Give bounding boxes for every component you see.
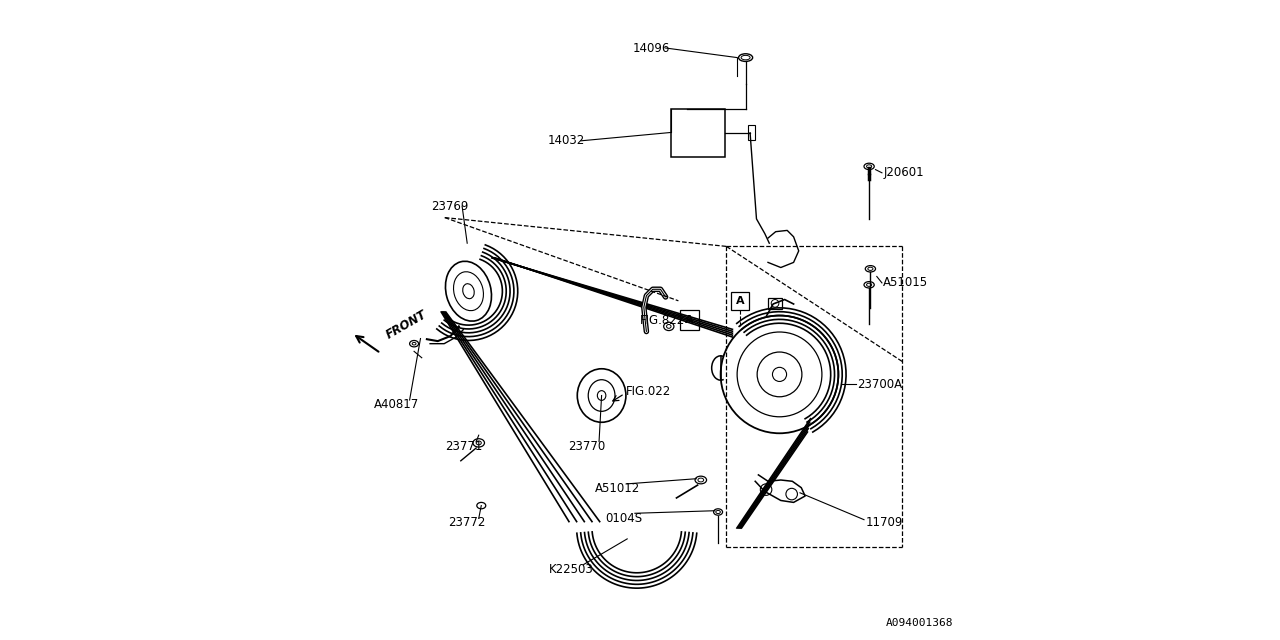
Bar	[671, 109, 724, 157]
Text: 0104S: 0104S	[605, 512, 643, 525]
Text: J20601: J20601	[883, 166, 924, 179]
Bar	[680, 310, 699, 330]
Text: A: A	[685, 315, 694, 325]
Text: FIG.022: FIG.022	[626, 385, 671, 398]
Bar	[748, 125, 755, 141]
Text: A094001368: A094001368	[886, 618, 954, 628]
Text: A51015: A51015	[883, 276, 928, 289]
Text: K22503: K22503	[549, 563, 593, 576]
Text: 14032: 14032	[548, 134, 585, 147]
Bar	[731, 292, 749, 310]
Bar	[768, 298, 782, 309]
Text: A40817: A40817	[374, 398, 420, 411]
Text: 14096: 14096	[632, 42, 669, 54]
Text: A51012: A51012	[595, 482, 640, 495]
Text: FIG.822: FIG.822	[640, 314, 685, 326]
Text: 23770: 23770	[568, 440, 605, 453]
Text: 23700A: 23700A	[858, 378, 902, 390]
Text: 23772: 23772	[448, 516, 485, 529]
Text: FRONT: FRONT	[384, 308, 429, 342]
Text: 23769: 23769	[430, 200, 468, 212]
Text: 11709: 11709	[865, 516, 902, 529]
Text: 23771: 23771	[445, 440, 483, 452]
Text: A: A	[736, 296, 744, 306]
